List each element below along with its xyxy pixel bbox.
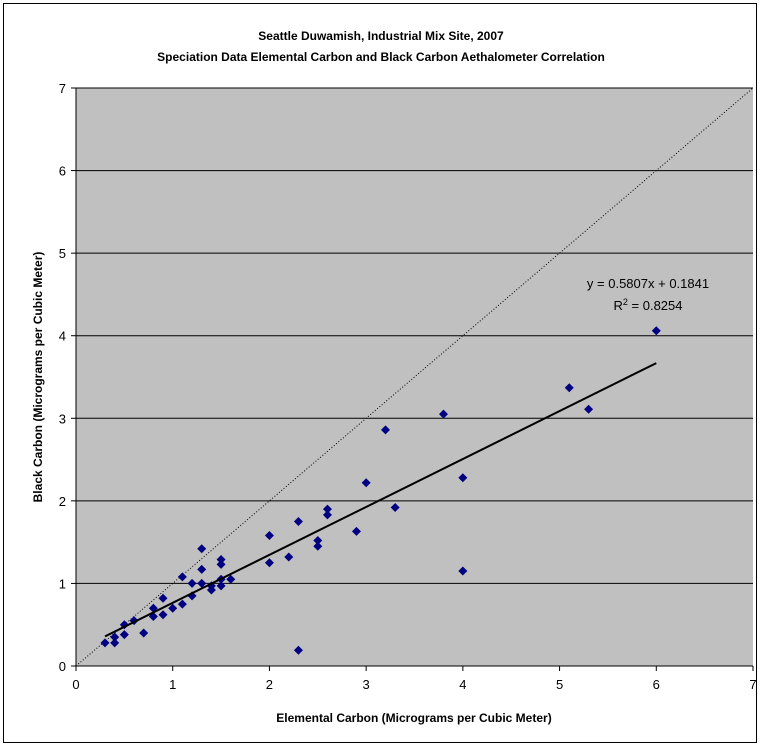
x-tick-label-1: 1 xyxy=(169,677,176,692)
data-point-27 xyxy=(264,531,274,541)
data-point-0 xyxy=(100,638,110,648)
y-tick-label-7: 7 xyxy=(59,81,66,96)
x-tick-label-7: 7 xyxy=(749,677,756,692)
y-tick-label-5: 5 xyxy=(59,246,66,261)
data-point-3 xyxy=(119,630,129,640)
data-point-9 xyxy=(158,610,168,620)
y-tick-label-2: 2 xyxy=(59,494,66,509)
x-tick-labels: 0 1 2 3 4 5 6 7 xyxy=(72,677,756,692)
data-point-29 xyxy=(293,645,303,655)
data-point-38 xyxy=(390,502,400,512)
data-point-30 xyxy=(293,517,303,526)
data-point-32 xyxy=(313,535,323,545)
data-point-34 xyxy=(322,504,332,514)
chart-title: Seattle Duwamish, Industrial Mix Site, 2… xyxy=(258,29,504,43)
data-point-41 xyxy=(458,473,468,483)
data-point-28 xyxy=(284,552,294,562)
data-point-13 xyxy=(177,572,187,582)
data-point-40 xyxy=(458,566,468,576)
trendline xyxy=(104,362,657,638)
data-point-31 xyxy=(313,541,323,551)
x-tick-label-5: 5 xyxy=(556,677,563,692)
data-point-17 xyxy=(197,564,207,574)
x-tick-label-4: 4 xyxy=(459,677,466,692)
data-point-15 xyxy=(187,578,197,588)
data-point-6 xyxy=(139,628,149,638)
data-point-23 xyxy=(216,559,226,569)
data-point-26 xyxy=(264,558,274,568)
data-point-39 xyxy=(439,409,449,419)
data-point-42 xyxy=(564,383,574,393)
x-tick-label-2: 2 xyxy=(266,677,273,692)
data-points xyxy=(100,326,661,655)
data-point-2 xyxy=(110,632,120,642)
chart-subtitle: Speciation Data Elemental Carbon and Bla… xyxy=(157,50,605,64)
y-tick-labels: 0 1 2 3 4 5 6 7 xyxy=(59,81,66,674)
trendline-r-squared: R2 = 0.8254 xyxy=(614,297,683,313)
trendline-equation: y = 0.5807x + 0.1841 xyxy=(587,276,709,291)
x-tick-label-0: 0 xyxy=(72,677,79,692)
x-tick-label-3: 3 xyxy=(363,677,370,692)
y-tick-label-4: 4 xyxy=(59,329,66,344)
data-point-33 xyxy=(322,510,332,520)
x-axis-title: Elemental Carbon (Micrograms per Cubic M… xyxy=(276,711,551,725)
y-tick-label-1: 1 xyxy=(59,576,66,591)
data-point-35 xyxy=(351,526,361,536)
gridlines xyxy=(76,87,753,584)
data-point-11 xyxy=(168,603,178,613)
data-point-10 xyxy=(158,593,168,603)
x-tick-label-6: 6 xyxy=(653,677,660,692)
data-point-1 xyxy=(110,638,120,648)
axes xyxy=(71,87,754,671)
data-point-37 xyxy=(380,425,390,435)
y-tick-label-0: 0 xyxy=(59,659,66,674)
data-point-25 xyxy=(226,574,236,584)
data-point-44 xyxy=(651,326,661,336)
data-point-24 xyxy=(216,554,226,564)
y-axis-title: Black Carbon (Micrograms per Cubic Meter… xyxy=(31,252,45,503)
data-point-43 xyxy=(584,404,594,414)
data-point-16 xyxy=(197,578,207,588)
y-tick-label-3: 3 xyxy=(59,411,66,426)
data-point-21 xyxy=(216,581,226,591)
data-point-12 xyxy=(177,599,187,609)
one-to-one-reference-line xyxy=(75,87,754,667)
y-tick-label-6: 6 xyxy=(59,164,66,179)
data-point-36 xyxy=(361,478,371,488)
data-point-18 xyxy=(197,544,207,554)
